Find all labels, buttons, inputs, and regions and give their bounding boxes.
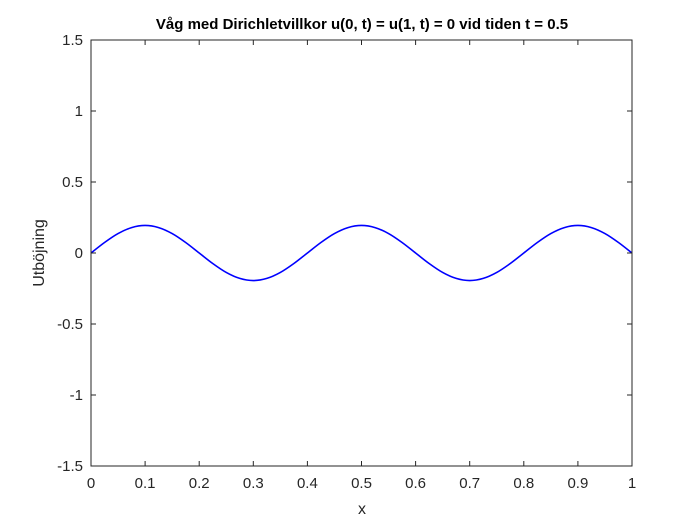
y-tick-label: 0 <box>75 245 83 262</box>
x-tick-label: 0.4 <box>297 475 318 492</box>
x-tick-label: 0.9 <box>567 475 588 492</box>
x-tick-label: 0.5 <box>351 475 372 492</box>
x-tick-label: 0.7 <box>459 475 480 492</box>
chart-title: Våg med Dirichletvillkor u(0, t) = u(1, … <box>156 16 568 33</box>
y-axis-label: Utböjning <box>31 219 48 287</box>
y-tick-label: 1 <box>75 103 83 120</box>
y-tick-label: 0.5 <box>62 174 83 191</box>
x-tick-label: 0.2 <box>189 475 210 492</box>
x-tick-label: 0.3 <box>243 475 264 492</box>
series-line <box>90 224 633 282</box>
series-layer <box>90 224 633 282</box>
x-tick-label: 0.8 <box>513 475 534 492</box>
x-tick-label: 0.6 <box>405 475 426 492</box>
y-tick-label: -1 <box>70 387 83 404</box>
x-tick-label: 1 <box>628 475 636 492</box>
tick-labels-layer: 0 0.1 0.2 0.3 0.4 0.5 0.6 0.7 0.8 0.9 1 -1.5 -1 -0.5 0… <box>57 32 636 492</box>
x-tick-label: 0.1 <box>135 475 156 492</box>
plot-area <box>91 40 632 466</box>
y-tick-label: 1.5 <box>62 32 83 49</box>
y-tick-label: -0.5 <box>57 316 83 333</box>
ticks-layer <box>90 39 633 467</box>
x-tick-label: 0 <box>87 475 95 492</box>
x-axis-label: x <box>358 501 366 518</box>
y-tick-label: -1.5 <box>57 458 83 475</box>
